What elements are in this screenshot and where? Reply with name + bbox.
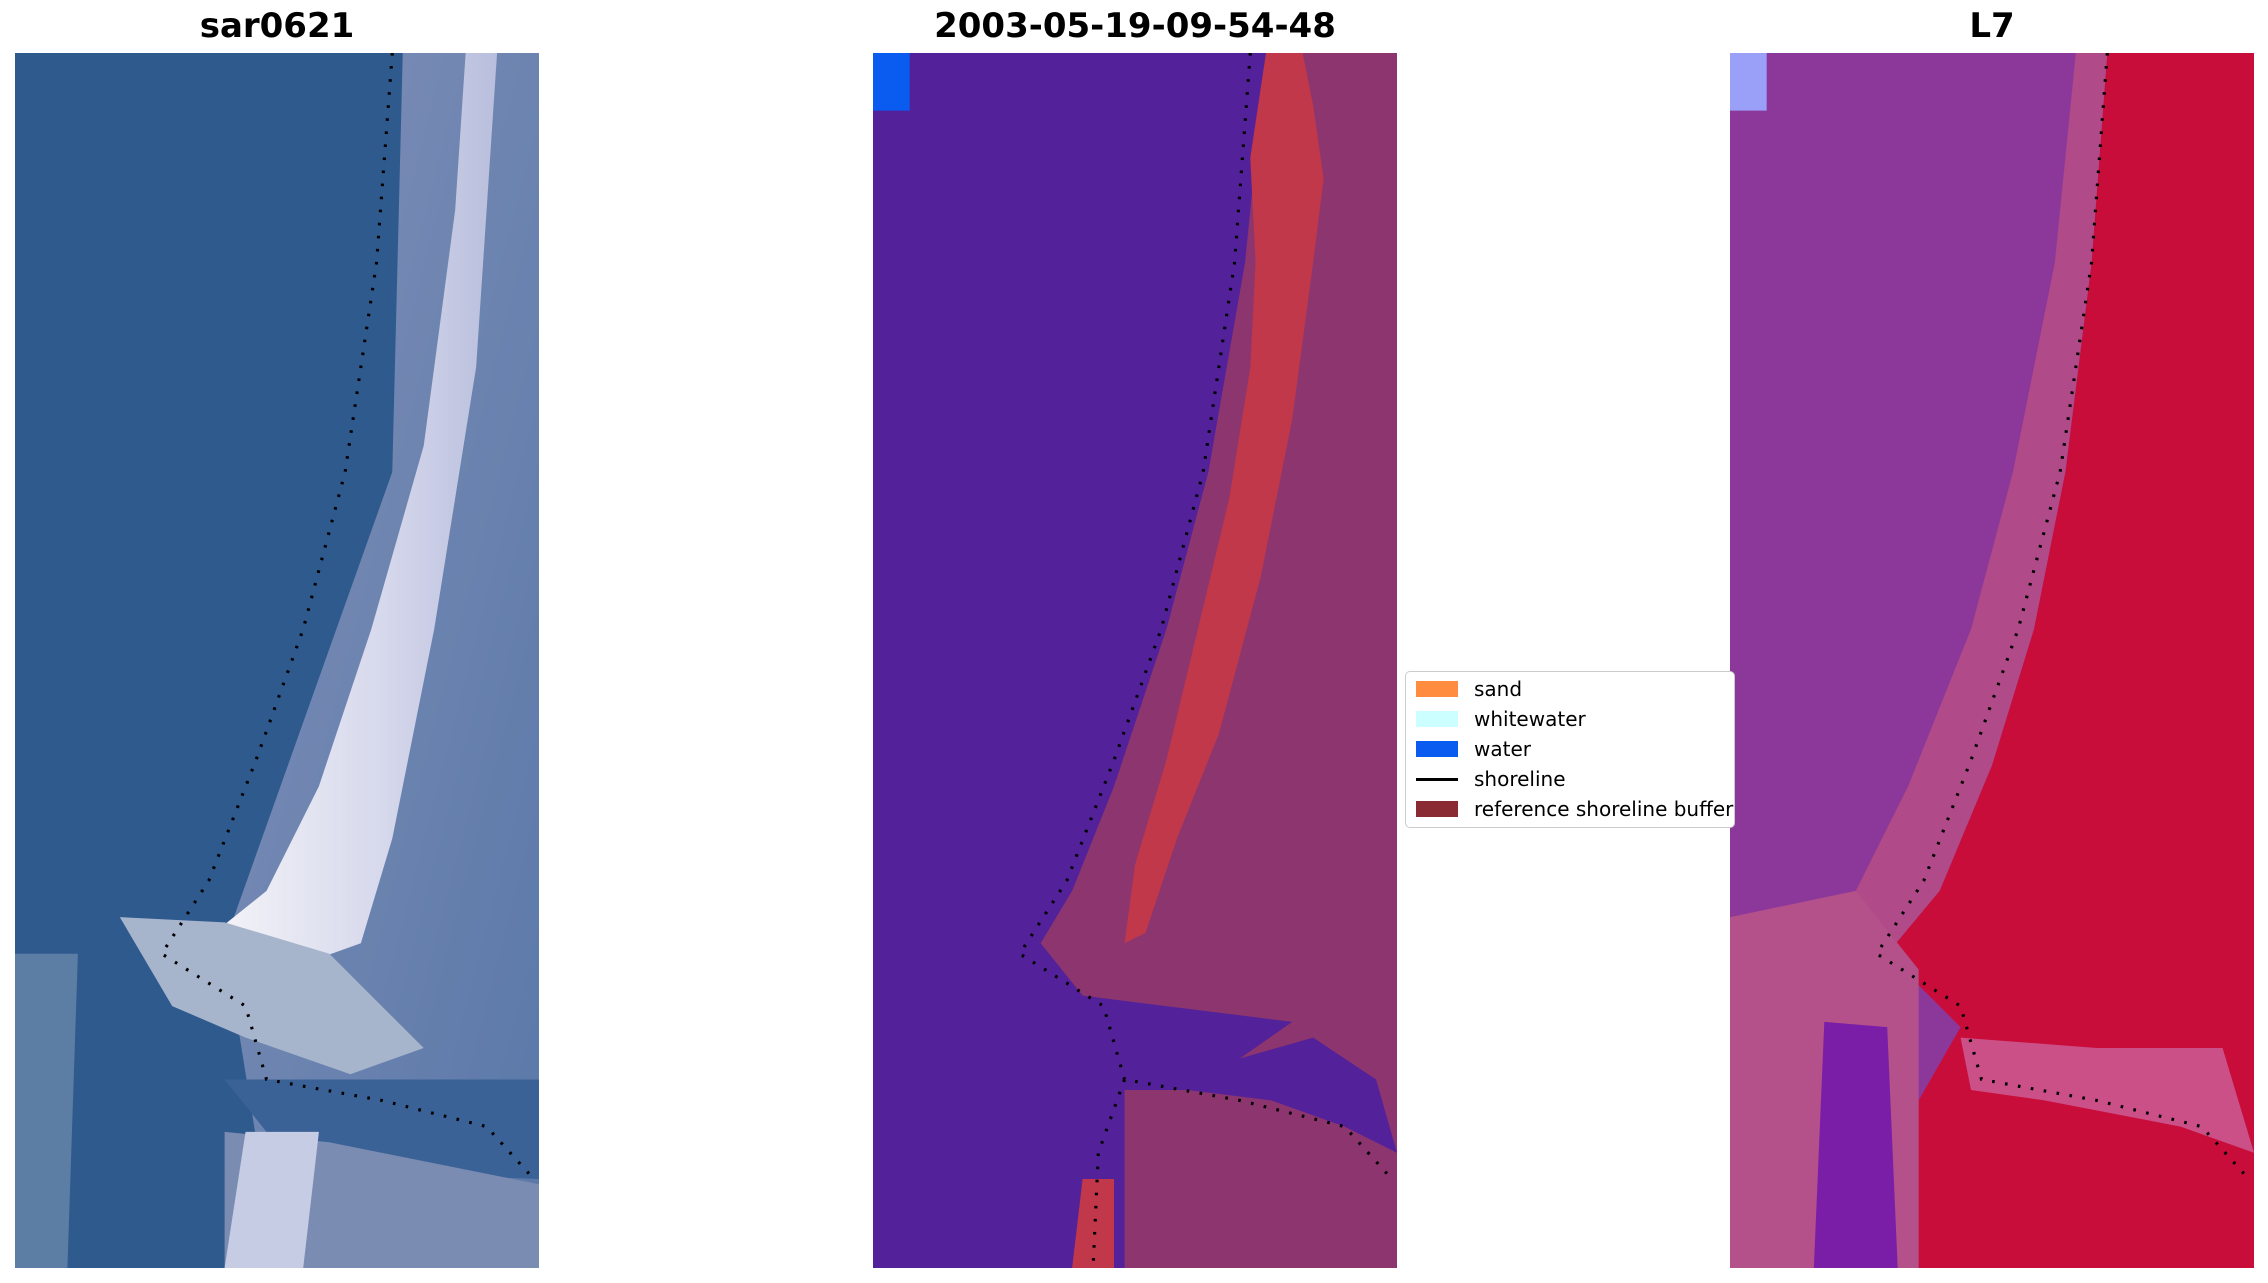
rgb-lower-channel	[224, 1079, 539, 1179]
panel-classified-image	[873, 53, 1397, 1268]
index-dark-patch	[1813, 1021, 1898, 1268]
panel-title-sar0621: sar0621	[199, 6, 355, 46]
rgb-bright-patch	[224, 1131, 319, 1268]
index-land	[1887, 53, 2254, 1268]
class-buffer-strip	[1124, 53, 1324, 944]
index-channel	[1960, 1037, 2254, 1153]
legend-line-shoreline	[1416, 777, 1458, 781]
legend-label-water: water	[1474, 737, 1531, 761]
class-buffer-bottom	[1072, 1178, 1115, 1268]
legend-item-whitewater: whitewater	[1416, 704, 1586, 734]
class-water-corner	[873, 53, 910, 111]
legend-item-reference-buffer: reference shoreline buffer	[1416, 794, 1733, 824]
legend-label-whitewater: whitewater	[1474, 707, 1586, 731]
index-transition	[1855, 53, 2108, 954]
index-corner	[1730, 53, 1767, 111]
legend-item-water: water	[1416, 734, 1531, 764]
panel-title-l7: L7	[1969, 6, 2015, 46]
legend-swatch-water	[1416, 741, 1458, 757]
legend-item-shoreline: shoreline	[1416, 764, 1566, 794]
rgb-left-strip	[15, 953, 78, 1268]
legend-swatch-reference-buffer	[1416, 801, 1458, 817]
legend-swatch-sand	[1416, 681, 1458, 697]
panel-index-image	[1730, 53, 2254, 1268]
rgb-sand-spit	[119, 917, 424, 1075]
legend: sand whitewater water shoreline referenc…	[1405, 671, 1735, 828]
panel-rgb-image	[15, 53, 539, 1268]
rgb-beach-strip	[214, 53, 498, 970]
panel-title-date: 2003-05-19-09-54-48	[934, 6, 1336, 46]
legend-item-sand: sand	[1416, 674, 1522, 704]
legend-label-reference-buffer: reference shoreline buffer	[1474, 797, 1734, 821]
legend-label-shoreline: shoreline	[1474, 767, 1566, 791]
legend-swatch-whitewater	[1416, 711, 1458, 727]
legend-label-sand: sand	[1474, 677, 1523, 701]
class-channel	[1124, 1037, 1397, 1153]
